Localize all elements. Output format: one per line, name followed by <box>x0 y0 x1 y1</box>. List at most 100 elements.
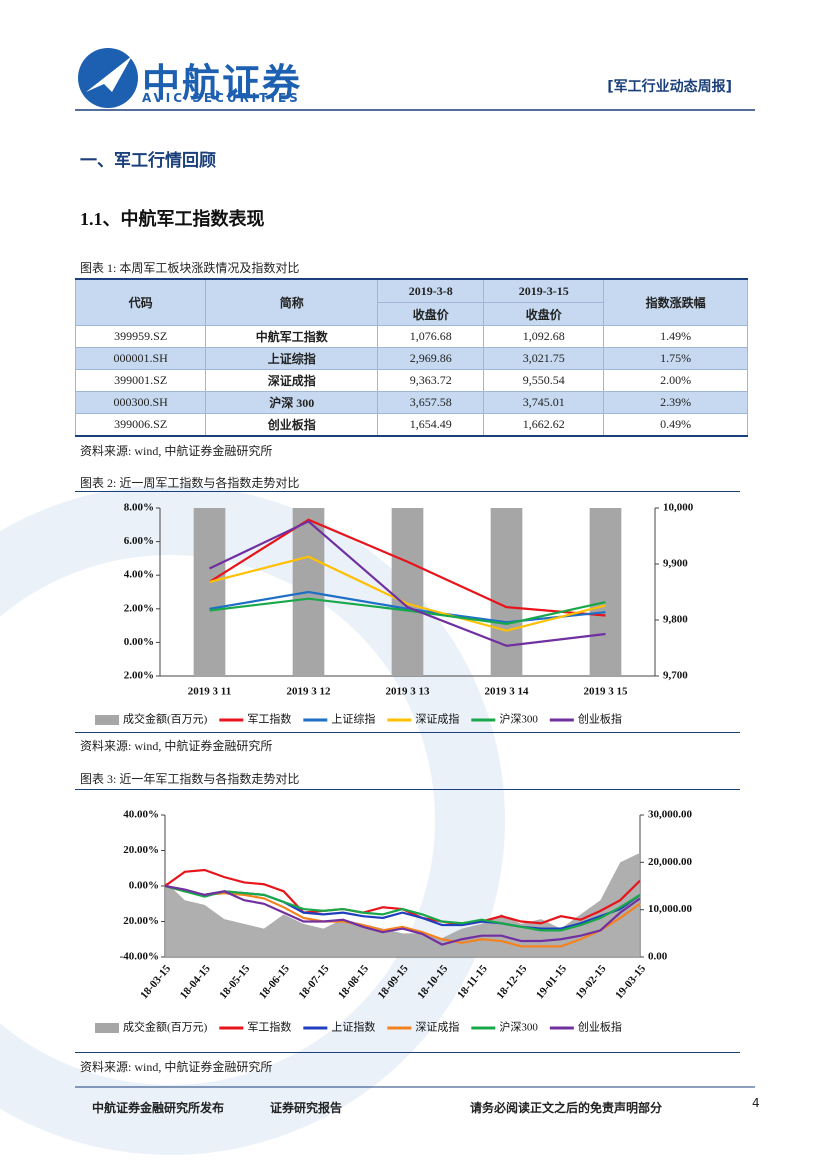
table-cell: 上证综指 <box>205 347 379 370</box>
table-cell: 000300.SH <box>74 391 207 414</box>
table-cell: 399001.SZ <box>74 369 207 392</box>
table-cell: 2.39% <box>603 391 748 414</box>
footer-doc-type: 证券研究报告 <box>270 1101 343 1115</box>
table-cell: 0.49% <box>603 413 748 437</box>
legend-label: 深证成指 <box>415 1020 459 1034</box>
chart-source: 资料来源: wind, 中航证券金融研究所 <box>80 739 273 753</box>
bar <box>589 508 622 676</box>
table-source: 资料来源: wind, 中航证券金融研究所 <box>80 444 273 458</box>
th: 2019-3-15 <box>483 278 605 303</box>
x-tick-label: 19-02-15 <box>574 962 609 1001</box>
subsection-title: 1.1、中航军工指数表现 <box>80 209 265 229</box>
y2-tick-label: 0.00 <box>648 951 668 963</box>
y-tick-label: 0.00% <box>129 880 159 892</box>
legend-swatch <box>95 1023 119 1033</box>
x-tick-label: 18-10-15 <box>415 962 450 1001</box>
table-cell: 中航军工指数 <box>205 325 379 348</box>
y-tick-label: 4.00% <box>124 569 154 581</box>
table-cell: 1,662.62 <box>483 413 605 437</box>
line <box>164 884 641 948</box>
footer-disclaimer: 请务必阅读正文之后的免责声明部分 <box>470 1101 663 1115</box>
legend-label: 成交金额(百万元) <box>123 1020 208 1034</box>
legend-label: 上证综指 <box>331 712 375 726</box>
line <box>209 520 606 647</box>
y-tick-label: 40.00% <box>123 809 159 821</box>
x-tick-label: 2019 3 13 <box>386 686 431 698</box>
table-cell: 1,076.68 <box>377 325 485 348</box>
x-tick-label: 19-03-15 <box>613 962 648 1001</box>
brand: 中航证券 <box>142 61 303 105</box>
report-type: [军工行业动态周报] <box>607 79 732 95</box>
table-cell: 399959.SZ <box>74 325 207 348</box>
table-cell: 3,657.58 <box>377 391 485 414</box>
line <box>209 590 606 624</box>
y-tick-label: 20.00% <box>123 915 159 927</box>
table-caption: 图表 1: 本周军工板块涨跌情况及指数对比 <box>80 261 300 275</box>
table-cell: 沪深 300 <box>205 391 379 414</box>
x-tick-label: 18-12-15 <box>494 962 529 1001</box>
y-tick-label: 2.00% <box>124 602 154 614</box>
x-tick-label: 2019 3 12 <box>287 686 332 698</box>
x-tick-label: 18-03-15 <box>138 962 173 1001</box>
legend-label: 创业板指 <box>578 712 622 726</box>
table-cell: 9,550.54 <box>483 369 605 392</box>
table-cell: 1.49% <box>603 325 748 348</box>
chart-source: 资料来源: wind, 中航证券金融研究所 <box>80 1060 273 1074</box>
x-tick-label: 18-04-15 <box>178 962 213 1001</box>
bar <box>391 508 424 676</box>
table-cell: 2,969.86 <box>377 347 485 370</box>
legend-label: 军工指数 <box>247 1020 291 1034</box>
y2-tick-label: 9,700 <box>663 670 688 682</box>
y-tick-label: 2.00% <box>124 670 154 682</box>
x-tick-label: 18-05-15 <box>217 962 252 1001</box>
chart: 8.00% 6.00% 4.00% 2.00% 0.00% 2.00% 10,000 9,90… <box>75 491 740 733</box>
logo-plane <box>86 56 132 92</box>
chart: 40.00% 20.00% 0.00% 20.00% -40.00% 30,000.00 2… <box>75 789 740 1053</box>
page-number: 4 <box>752 1096 760 1110</box>
y2-tick-label: 9,800 <box>663 614 688 626</box>
table-cell: 399006.SZ <box>74 413 207 437</box>
table-cell: 1,654.49 <box>377 413 485 437</box>
legend-label: 创业板指 <box>578 1020 622 1034</box>
x-tick-label: 18-06-15 <box>257 962 292 1001</box>
table-cell: 3,021.75 <box>483 347 605 370</box>
th: 收盘价 <box>483 302 605 326</box>
legend-label: 上证指数 <box>331 1020 375 1034</box>
y-tick-label: 8.00% <box>124 502 154 514</box>
table-cell: 9,363.72 <box>377 369 485 392</box>
line <box>164 884 641 946</box>
th: 收盘价 <box>377 302 485 326</box>
legend-label: 沪深300 <box>499 1020 538 1034</box>
footer-publisher: 中航证券金融研究所发布 <box>92 1101 225 1115</box>
y2-tick-label: 20,000.00 <box>648 856 693 868</box>
x-tick-label: 2019 3 15 <box>584 686 629 698</box>
y2-tick-label: 9,900 <box>663 558 688 570</box>
table-cell: 3,745.01 <box>483 391 605 414</box>
x-tick-label: 19-01-15 <box>534 962 569 1001</box>
legend-label: 沪深300 <box>499 712 538 726</box>
legend-label: 军工指数 <box>247 712 291 726</box>
th: 代码 <box>74 278 207 326</box>
line <box>209 555 606 632</box>
y2-tick-label: 10,000 <box>663 502 694 514</box>
x-tick-label: 2019 3 11 <box>188 686 231 698</box>
table-cell: 000001.SH <box>74 347 207 370</box>
y-tick-label: 20.00% <box>123 844 159 856</box>
x-tick-label: 18-07-15 <box>296 962 331 1001</box>
th: 指数涨跌幅 <box>603 278 748 326</box>
x-tick-label: 18-08-15 <box>336 962 371 1001</box>
y-tick-label: -40.00% <box>120 951 159 963</box>
x-tick-label: 18-11-15 <box>455 962 490 1001</box>
legend-label: 深证成指 <box>415 712 459 726</box>
chart-title: 图表 2: 近一周军工指数与各指数走势对比 <box>80 476 300 490</box>
section-title: 一、军工行情回顾 <box>80 151 216 170</box>
bar <box>193 508 226 676</box>
table-cell: 2.00% <box>603 369 748 392</box>
brand-en: AVIC SECURITIES <box>142 91 301 105</box>
table-row: 399006.SZ 创业板指 1,654.49 1,662.62 0.49% <box>74 413 748 437</box>
x-tick-label: 18-09-15 <box>376 962 411 1001</box>
y2-tick-label: 30,000.00 <box>648 809 693 821</box>
table-row: 000001.SH 上证综指 2,969.86 3,021.75 1.75% <box>74 347 748 370</box>
y-tick-label: 6.00% <box>124 535 154 547</box>
